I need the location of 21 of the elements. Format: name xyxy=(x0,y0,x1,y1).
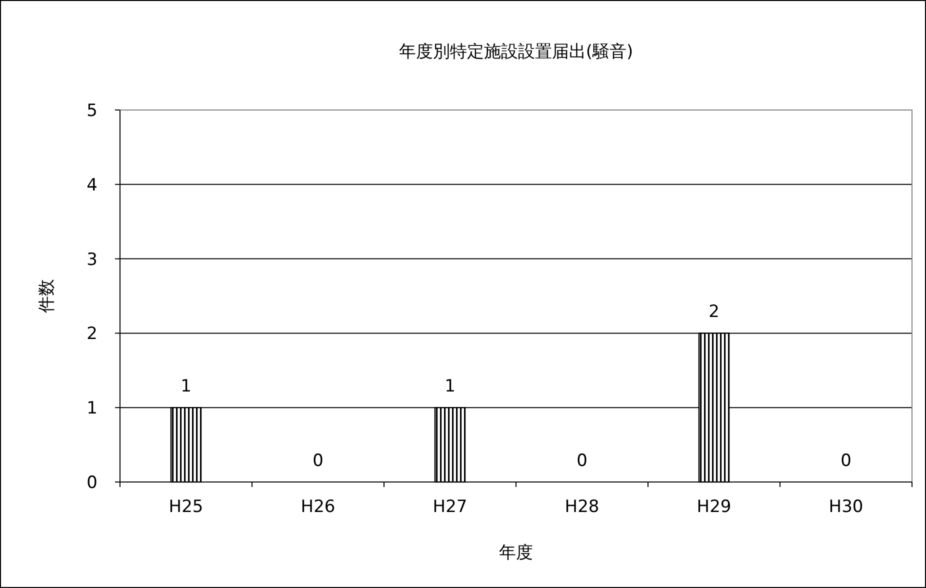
x-tick-label: H28 xyxy=(564,497,600,517)
y-tick-label: 1 xyxy=(86,398,98,419)
y-tick-label: 3 xyxy=(86,250,98,270)
data-label: 1 xyxy=(180,376,192,397)
x-tick-label: H27 xyxy=(432,497,468,517)
y-tick-label: 0 xyxy=(86,473,98,493)
y-tick-label: 2 xyxy=(86,324,98,344)
data-label: 1 xyxy=(444,376,456,397)
chart-title: 年度別特定施設設置届出(騒音) xyxy=(398,42,634,62)
x-tick-label: H30 xyxy=(828,497,864,517)
data-label: 0 xyxy=(312,451,324,471)
x-tick-label: H29 xyxy=(696,497,732,517)
y-axis-title: 件数 xyxy=(37,279,57,313)
x-tick-label: H26 xyxy=(300,497,336,517)
data-label: 2 xyxy=(708,302,720,322)
x-tick-label: H25 xyxy=(168,497,204,517)
x-axis-title: 年度 xyxy=(499,543,533,563)
y-tick-label: 5 xyxy=(86,101,98,121)
data-label: 0 xyxy=(840,451,852,471)
y-tick-label: 4 xyxy=(86,175,98,196)
data-label: 0 xyxy=(576,451,588,471)
